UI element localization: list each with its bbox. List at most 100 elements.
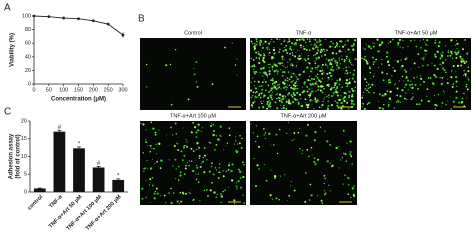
cell xyxy=(352,48,355,51)
cell xyxy=(354,86,357,88)
cell xyxy=(423,80,426,83)
cell xyxy=(420,46,422,49)
cell xyxy=(170,126,173,129)
cell xyxy=(369,71,372,74)
cell xyxy=(313,108,315,110)
cell xyxy=(463,92,465,95)
cell xyxy=(263,61,266,64)
cell xyxy=(309,83,312,85)
cell xyxy=(313,84,315,86)
cell xyxy=(387,106,390,108)
cell xyxy=(253,157,255,160)
fluorescent-cells xyxy=(361,38,470,110)
cell xyxy=(288,38,290,40)
cell xyxy=(388,78,391,82)
cell xyxy=(327,100,330,103)
cell xyxy=(312,47,315,50)
cell xyxy=(322,71,325,74)
cell xyxy=(155,143,157,145)
cell xyxy=(398,38,401,42)
cell xyxy=(183,173,186,176)
cell xyxy=(343,92,346,95)
cell xyxy=(329,60,331,62)
cell xyxy=(234,64,237,66)
cell xyxy=(179,171,182,174)
cell xyxy=(255,70,257,73)
y-tick-label: 100 xyxy=(22,13,31,19)
cell xyxy=(299,105,302,107)
cell xyxy=(242,171,244,173)
cell xyxy=(278,199,280,201)
cell xyxy=(262,67,265,70)
cell xyxy=(329,45,332,48)
cell xyxy=(310,44,312,46)
cell xyxy=(280,100,284,104)
cell xyxy=(174,158,177,161)
cell xyxy=(335,52,338,55)
cell xyxy=(321,48,323,51)
cell xyxy=(159,167,162,169)
cell xyxy=(303,58,306,61)
cell xyxy=(374,73,375,75)
cell xyxy=(262,75,264,77)
cell xyxy=(250,123,252,125)
cell xyxy=(330,58,333,61)
cell xyxy=(283,86,285,88)
cell xyxy=(311,154,313,156)
cell xyxy=(238,142,241,145)
cell xyxy=(241,137,243,140)
cell xyxy=(175,132,178,135)
cell xyxy=(279,62,281,64)
cell xyxy=(288,99,291,101)
cell xyxy=(450,108,453,110)
cell xyxy=(349,90,351,93)
cell xyxy=(259,54,262,57)
cell xyxy=(276,152,279,155)
cell xyxy=(193,67,195,70)
cell xyxy=(348,66,350,68)
cell xyxy=(328,78,330,80)
cell xyxy=(270,89,272,92)
panel-label: B xyxy=(138,14,145,25)
cell xyxy=(441,64,443,66)
cell xyxy=(386,55,388,58)
cell xyxy=(316,45,318,47)
cell xyxy=(214,167,217,169)
cell xyxy=(309,75,311,77)
cell xyxy=(314,97,316,99)
cell xyxy=(265,89,267,91)
point xyxy=(106,22,110,26)
bar xyxy=(73,148,85,192)
cell xyxy=(275,69,278,72)
cell xyxy=(317,88,320,91)
cell xyxy=(309,183,312,186)
cell xyxy=(190,160,193,163)
cell xyxy=(251,65,254,67)
cell xyxy=(295,41,297,44)
cell xyxy=(294,98,297,101)
cell xyxy=(303,89,306,93)
cell xyxy=(341,55,343,57)
cell xyxy=(434,53,436,56)
cell xyxy=(237,150,239,153)
cell xyxy=(259,71,261,73)
cell xyxy=(325,63,327,65)
point xyxy=(121,33,125,37)
cell xyxy=(306,90,309,93)
cell xyxy=(300,46,302,49)
cell xyxy=(272,77,273,79)
cell xyxy=(455,85,458,88)
cell xyxy=(410,98,413,101)
cell xyxy=(324,194,326,196)
cell xyxy=(273,84,276,88)
cell xyxy=(155,153,157,155)
cell xyxy=(445,104,447,106)
cell xyxy=(215,169,217,171)
cell xyxy=(201,161,203,163)
cell xyxy=(325,57,327,59)
cell xyxy=(366,89,368,92)
cell xyxy=(224,46,226,49)
cell xyxy=(333,86,336,89)
cell xyxy=(262,52,265,55)
